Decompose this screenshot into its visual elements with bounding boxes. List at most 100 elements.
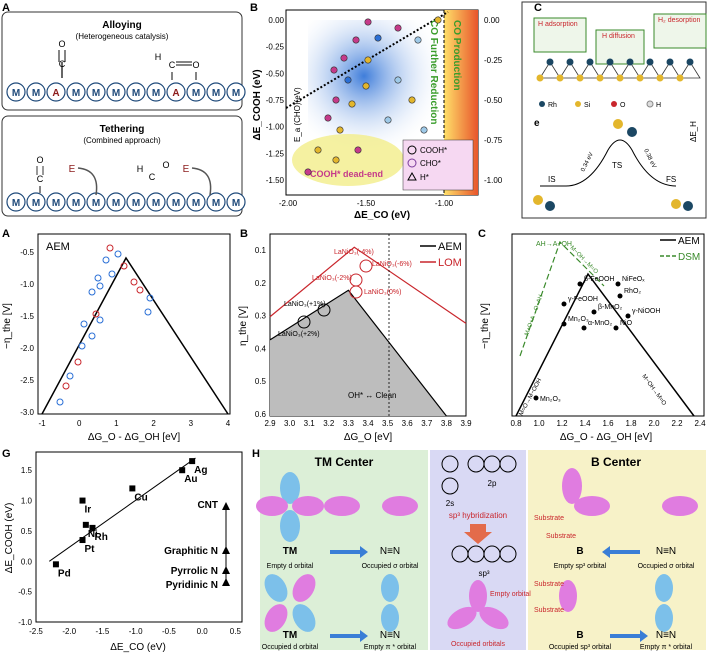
fit-line — [49, 457, 196, 562]
occupied-sigma: Occupied σ orbital — [362, 563, 419, 570]
data-point — [74, 358, 82, 366]
legend-aem: AEM — [438, 241, 462, 253]
data-point — [144, 308, 152, 316]
metal-atom — [166, 192, 186, 212]
x-ticks: -1 0 1 2 3 4 — [38, 419, 230, 428]
y-tick-label: -0.5 — [18, 588, 32, 597]
svg-text:2p: 2p — [488, 479, 497, 488]
x-tick-label: 3.4 — [362, 419, 374, 428]
y-ticks: 0.00 -0.25 -0.50 -0.75 -1.00 -1.25 -1.50 — [266, 16, 285, 185]
is-label: IS — [548, 175, 556, 184]
data-point — [394, 76, 402, 84]
region-production: CO Production — [451, 20, 462, 91]
y-tick-label: 0.2 — [255, 279, 267, 288]
data-point — [179, 467, 186, 474]
x-tick-label: -1.0 — [129, 627, 143, 636]
data-point — [394, 24, 402, 32]
rh-atom — [546, 58, 554, 66]
y-tick-label: 0.00 — [268, 16, 284, 25]
x-tick-label: 3 — [189, 419, 194, 428]
x-tick-label: -1 — [38, 419, 46, 428]
y-axis-label: −η_the [V] — [480, 303, 491, 349]
h-adsorption-label: H adsorption — [538, 21, 578, 28]
legend-aem: AEM — [46, 241, 70, 253]
nn-bottom: N≡N — [380, 630, 400, 641]
x-tick-label: 2 — [151, 419, 156, 428]
data-point — [533, 395, 539, 401]
data-point — [340, 54, 348, 62]
y-tick-label: -0.75 — [266, 96, 285, 105]
point-label: γ-NiOOH — [632, 308, 660, 315]
y-axis-label: η_the [V] — [238, 306, 249, 346]
metal-atom — [206, 192, 226, 212]
svg-text:E: E — [69, 164, 76, 175]
panel-h: H TM Center B Center TM N≡N Empty d orbi… — [250, 446, 709, 653]
substrate-1: Substrate — [534, 515, 564, 522]
x-tick-label: 3.7 — [421, 419, 433, 428]
legend-cho: CHO* — [420, 159, 441, 168]
data-point — [108, 270, 116, 278]
data-point — [332, 96, 340, 104]
tm-center-title: TM Center — [315, 455, 374, 469]
data-point — [613, 325, 619, 331]
svg-text:2s: 2s — [446, 499, 454, 508]
x-tick-label: 0.0 — [197, 627, 209, 636]
metal-atom — [86, 82, 106, 102]
x-tick-label: -2.0 — [62, 627, 76, 636]
point-label: Rh — [94, 532, 107, 543]
data-point — [120, 262, 128, 270]
panel-b-top: B CO Further Reduction CO Production COO… — [248, 0, 518, 222]
y-ticks: -0.5 -1.0 -1.5 -2.0 -2.5 -3.0 — [20, 248, 34, 417]
x-tick-label: 3.6 — [402, 419, 414, 428]
y-tick-label: -0.5 — [20, 248, 34, 257]
point-label: Cu — [134, 492, 147, 503]
metal-atom — [26, 192, 46, 212]
x-tick-label: 3.1 — [304, 419, 316, 428]
atom-symbol: M — [152, 88, 160, 99]
svg-text:O: O — [162, 160, 169, 170]
data-point — [384, 116, 392, 124]
data-point — [146, 294, 154, 302]
data-point — [625, 313, 631, 319]
metal-atom — [226, 82, 246, 102]
point-lanio3-p2: LaNiO₃(+2%) — [278, 331, 320, 338]
point-label: α-MnO₂ — [588, 320, 613, 327]
data-point — [364, 18, 372, 26]
atom-symbol: M — [72, 88, 80, 99]
metal-atom — [106, 192, 126, 212]
x-axis-label: ΔE_CO (eV) — [110, 642, 166, 653]
svg-text:sp³: sp³ — [478, 569, 489, 578]
panel-a-mid: A AEM -1 0 1 2 3 4 -0.5 -1.0 -1.5 -2.0 -2.5 -3.0 Δ… — [0, 226, 236, 444]
point-label: γ-FeOOH — [568, 296, 598, 303]
lattice-bond — [539, 61, 561, 79]
data-point — [62, 382, 70, 390]
atom-symbol: M — [192, 198, 200, 209]
alloying-tethering-diagram: Alloying (Heterogeneous catalysis) Tethe… — [1, 11, 246, 217]
y-tick-label: 0.5 — [21, 527, 33, 536]
data-point — [591, 309, 597, 315]
x-tick-label: 0.8 — [510, 419, 522, 428]
svg-text:B: B — [576, 546, 583, 557]
x-tick-label: 1.4 — [579, 419, 591, 428]
y-tick-label: -1.25 — [266, 149, 285, 158]
svg-text:C: C — [59, 59, 66, 69]
x-axis-label: ΔG_O [eV] — [344, 432, 393, 443]
x-axis-label: ΔG_O - ΔG_OH [eV] — [560, 432, 652, 443]
x-tick-label: 2.0 — [648, 419, 660, 428]
y-tick-label: 1.0 — [21, 497, 33, 506]
data-point — [78, 342, 86, 350]
x-tick-label: 1.2 — [556, 419, 568, 428]
rh-atom — [626, 58, 634, 66]
x-tick-label: 3.3 — [343, 419, 355, 428]
atom-symbol: M — [32, 88, 40, 99]
y-tick-label: 0.3 — [255, 312, 267, 321]
metal-atom — [46, 82, 66, 102]
data-point — [324, 114, 332, 122]
metal-atom — [186, 192, 206, 212]
orbital-diagram: TM Center B Center TM N≡N Empty d orbita… — [256, 450, 706, 651]
metal-atom — [146, 82, 166, 102]
atom-symbol: M — [212, 88, 220, 99]
substrate-2: Substrate — [546, 533, 576, 540]
lattice-bond — [559, 61, 581, 79]
